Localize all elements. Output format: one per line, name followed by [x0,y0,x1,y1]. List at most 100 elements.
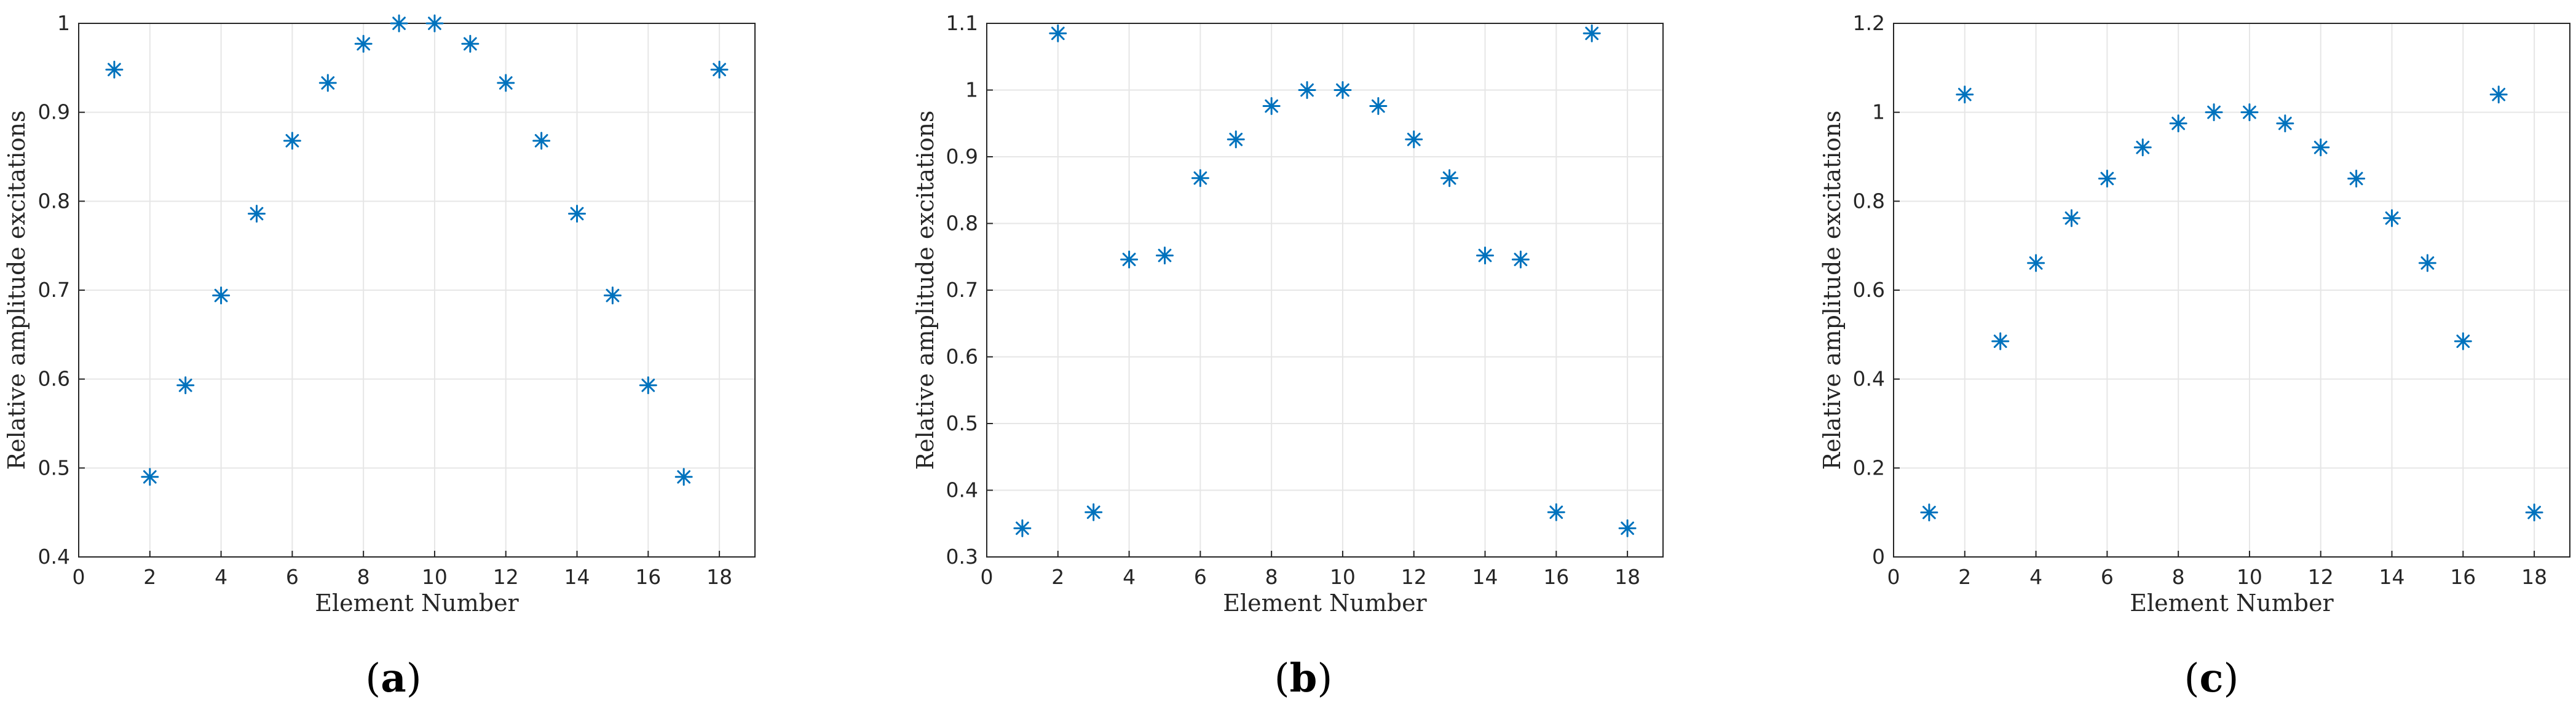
y-axis-title: Relative amplitude excitations [1819,111,1846,470]
data-point [247,205,266,223]
data-point [2383,209,2401,227]
marker-stroke [2243,105,2256,119]
x-tick-label: 16 [1543,565,1569,589]
data-point [1085,503,1103,521]
marker-stroke [392,17,406,30]
y-tick-label: 1 [1872,100,1885,124]
data-point [1298,81,1316,99]
data-point [1511,250,1530,269]
data-point [1405,130,1423,149]
data-point [674,468,693,486]
data-point [1369,97,1388,116]
marker-stroke [1514,253,1528,266]
data-point [1920,503,1938,522]
panel-label: (b) [1274,655,1333,701]
x-tick-label: 6 [2101,565,2114,589]
data-point [212,286,231,305]
marker-stroke [606,288,620,302]
data-point [283,132,301,150]
x-tick-label: 18 [706,565,732,589]
marker-stroke [1265,99,1279,113]
data-point [2312,138,2330,157]
chart-panel-b: 0 2 4 6 8 10 12 14 16 18 0.3 0.4 0.5 0.6 0.7 0.8 0.9 1 1.1… [912,11,1664,701]
marker-stroke [1193,171,1207,185]
x-tick-label: 4 [215,565,227,589]
data-point [568,205,587,223]
x-tick-label: 8 [357,565,370,589]
data-point [390,14,408,33]
marker-stroke [463,37,477,51]
y-tick-label: 1.2 [1853,11,1885,35]
marker-stroke [1051,26,1065,41]
x-tick-label: 12 [1401,565,1427,589]
marker-stroke [677,470,691,484]
marker-stroke [1478,248,1492,262]
y-tick-label: 0.4 [38,545,70,569]
y-tick-label: 0.4 [1853,367,1885,391]
marker-stroke [499,76,513,90]
data-point [2454,332,2472,350]
x-tick-label: 0 [1887,565,1900,589]
y-tick-label: 0.6 [946,345,978,369]
data-point [105,60,124,79]
y-tick-label: 0.5 [946,411,978,435]
y-tick-label: 0.2 [1853,456,1885,479]
data-point [1333,81,1352,99]
data-point [1191,169,1209,187]
marker-stroke [357,37,371,51]
data-point [1049,24,1067,42]
marker-stroke [2207,105,2221,119]
data-point [1013,519,1032,537]
x-axis-title: Element Number [2130,590,2334,617]
data-point [710,60,729,79]
x-tick-label: 12 [2308,565,2334,589]
marker-stroke [1585,26,1599,41]
data-point [176,376,195,395]
marker-stroke [1122,253,1136,266]
data-point [318,74,337,92]
marker-stroke [2136,140,2150,154]
marker-stroke [1958,87,1972,101]
marker-stroke [1407,132,1421,146]
data-point [2098,169,2116,187]
marker-stroke [1993,334,2007,349]
y-tick-label: 1 [57,11,70,35]
data-point [2525,503,2543,522]
y-tick-label: 0.9 [946,144,978,168]
data-point [2347,169,2366,187]
data-point [2489,85,2508,104]
data-point [1227,130,1245,149]
data-point [141,468,159,486]
x-tick-label: 12 [493,565,519,589]
y-tick-label: 0.7 [38,278,70,302]
data-point [2205,103,2223,122]
data-point [1582,24,1601,42]
x-tick-label: 2 [1051,565,1064,589]
panel-label: (c) [2184,655,2239,701]
data-point [2276,114,2294,133]
marker-stroke [1016,521,1029,535]
x-tick-label: 6 [1194,565,1207,589]
data-point [461,34,480,53]
data-point [2418,254,2436,272]
marker-stroke [2527,505,2541,519]
marker-stroke [1621,521,1634,535]
marker-stroke [1442,171,1456,185]
marker-stroke [2100,172,2114,186]
x-tick-label: 14 [2379,565,2405,589]
x-tick-label: 14 [1472,565,1498,589]
y-tick-label: 1.1 [946,11,978,35]
data-point [603,286,622,305]
marker-stroke [2029,256,2043,270]
data-point [2240,103,2259,122]
x-tick-label: 4 [2029,565,2042,589]
y-tick-label: 0 [1872,545,1885,569]
x-tick-label: 18 [2521,565,2547,589]
marker-stroke [1086,505,1100,519]
data-point [1262,97,1281,116]
y-tick-label: 0.5 [38,456,70,479]
y-tick-label: 0.6 [1853,278,1885,302]
x-tick-label: 10 [2237,565,2262,589]
marker-stroke [2313,140,2328,154]
marker-stroke [428,17,441,30]
